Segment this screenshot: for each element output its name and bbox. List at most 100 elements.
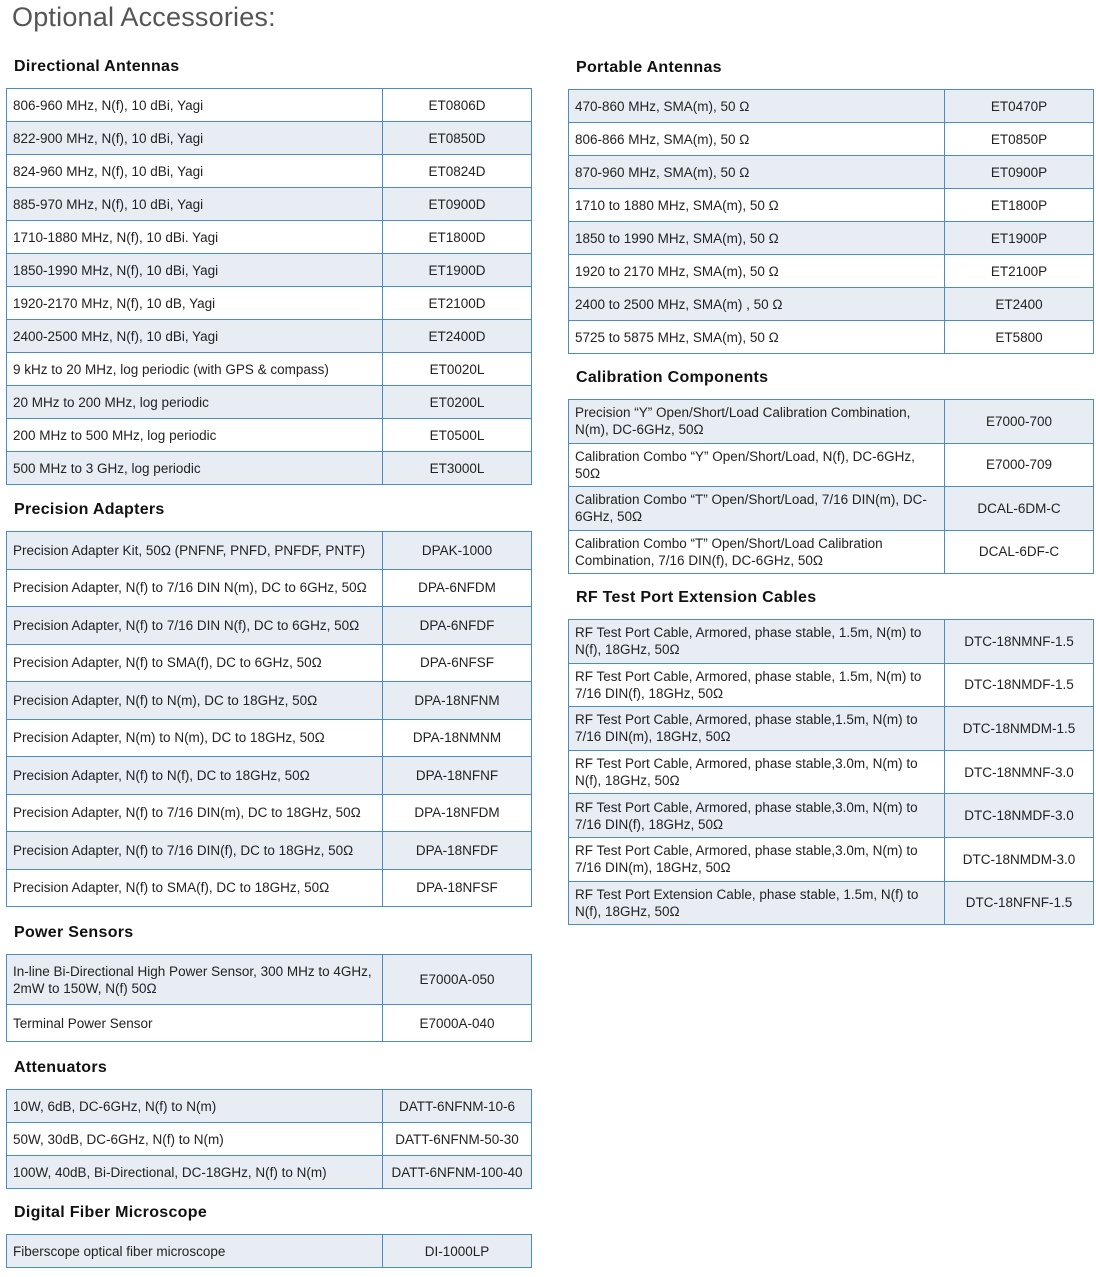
table-row: RF Test Port Cable, Armored, phase stabl… [568, 793, 1094, 838]
part-number-cell: DATT-6NFNM-10-6 [382, 1089, 532, 1123]
part-number-cell: ET0850P [944, 122, 1094, 156]
table-row: Precision Adapter, N(f) to SMA(f), DC to… [6, 643, 532, 682]
part-number-cell: ET0850D [382, 121, 532, 155]
description-cell: Precision Adapter, N(f) to SMA(f), DC to… [6, 643, 383, 682]
part-number-cell: E7000-709 [944, 442, 1094, 487]
table-row: RF Test Port Cable, Armored, phase stabl… [568, 662, 1094, 708]
section-attenuators: Attenuators 10W, 6dB, DC-6GHz, N(f) to N(… [6, 1056, 532, 1189]
part-number-cell: ET3000L [382, 451, 532, 485]
table-row: Precision Adapter Kit, 50Ω (PNFNF, PNFD,… [6, 531, 532, 570]
page-title: Optional Accessories: [12, 2, 276, 32]
section-heading: RF Test Port Extension Cables [576, 589, 817, 606]
table-row: 1850 to 1990 MHz, SMA(m), 50 Ω ET1900P [568, 221, 1094, 255]
description-cell: 100W, 40dB, Bi-Directional, DC-18GHz, N(… [6, 1155, 383, 1189]
part-number-cell: ET0900P [944, 155, 1094, 189]
section-heading: Precision Adapters [14, 501, 165, 518]
part-number-cell: DATT-6NFNM-50-30 [382, 1122, 532, 1156]
table-row: Precision Adapter, N(f) to 7/16 DIN N(f)… [6, 606, 532, 645]
accessory-table: 470-860 MHz, SMA(m), 50 Ω ET0470P 806-866 … [568, 89, 1094, 354]
table-row: 1710 to 1880 MHz, SMA(m), 50 Ω ET1800P [568, 188, 1094, 222]
description-cell: RF Test Port Cable, Armored, phase stabl… [568, 619, 945, 664]
table-row: In-line Bi-Directional High Power Sensor… [6, 954, 532, 1005]
description-cell: Precision Adapter Kit, 50Ω (PNFNF, PNFD,… [6, 531, 383, 570]
accessory-table: 806-960 MHz, N(f), 10 dBi, Yagi ET0806D 82… [6, 88, 532, 485]
table-row: 200 MHz to 500 MHz, log periodic ET0500L [6, 418, 532, 452]
description-cell: 1920 to 2170 MHz, SMA(m), 50 Ω [568, 254, 945, 288]
part-number-cell: DCAL-6DM-C [944, 486, 1094, 531]
accessory-table: Precision Adapter Kit, 50Ω (PNFNF, PNFD,… [6, 531, 532, 907]
description-cell: RF Test Port Cable, Armored, phase stabl… [568, 749, 945, 795]
section-portable-antennas: Portable Antennas 470-860 MHz, SMA(m), 50… [568, 56, 1094, 354]
section-directional-antennas: Directional Antennas 806-960 MHz, N(f), 1… [6, 55, 532, 485]
description-cell: Precision “Y” Open/Short/Load Calibratio… [568, 399, 945, 444]
description-cell: 824-960 MHz, N(f), 10 dBi, Yagi [6, 154, 383, 188]
description-cell: 1850 to 1990 MHz, SMA(m), 50 Ω [568, 221, 945, 255]
part-number-cell: ET0470P [944, 89, 1094, 123]
part-number-cell: DTC-18NMDM-3.0 [944, 836, 1094, 882]
part-number-cell: ET1900P [944, 221, 1094, 255]
table-row: 1710-1880 MHz, N(f), 10 dBi. Yagi ET1800D [6, 220, 532, 254]
part-number-cell: DPA-6NFDM [382, 568, 532, 607]
description-cell: RF Test Port Cable, Armored, phase stabl… [568, 662, 945, 708]
part-number-cell: DTC-18NFNF-1.5 [944, 880, 1094, 926]
table-row: Fiberscope optical fiber microscope DI-10… [6, 1234, 532, 1268]
accessory-table: 10W, 6dB, DC-6GHz, N(f) to N(m) DATT-6NFN… [6, 1089, 532, 1189]
table-row: 822-900 MHz, N(f), 10 dBi, Yagi ET0850D [6, 121, 532, 155]
table-row: 1920-2170 MHz, N(f), 10 dB, Yagi ET2100D [6, 286, 532, 320]
table-row: 2400 to 2500 MHz, SMA(m) , 50 Ω ET2400 [568, 287, 1094, 321]
accessory-table: Precision “Y” Open/Short/Load Calibratio… [568, 399, 1094, 574]
table-row: 9 kHz to 20 MHz, log periodic (with GPS … [6, 352, 532, 386]
description-cell: Fiberscope optical fiber microscope [6, 1234, 383, 1268]
section-heading: Digital Fiber Microscope [14, 1204, 208, 1221]
table-row: 806-960 MHz, N(f), 10 dBi, Yagi ET0806D [6, 88, 532, 122]
table-row: 470-860 MHz, SMA(m), 50 Ω ET0470P [568, 89, 1094, 123]
section-power-sensors: Power Sensors In-line Bi-Directional High… [6, 921, 532, 1042]
table-row: RF Test Port Cable, Armored, phase stabl… [568, 706, 1094, 751]
description-cell: Precision Adapter, N(f) to N(m), DC to 1… [6, 681, 383, 720]
description-cell: 2400 to 2500 MHz, SMA(m) , 50 Ω [568, 287, 945, 321]
section-heading: Power Sensors [14, 924, 134, 941]
section-heading: Attenuators [14, 1059, 108, 1076]
section-precision-adapters: Precision Adapters Precision Adapter Kit,… [6, 498, 532, 907]
description-cell: 2400-2500 MHz, N(f), 10 dBi, Yagi [6, 319, 383, 353]
part-number-cell: ET0806D [382, 88, 532, 122]
part-number-cell: DTC-18NMNF-1.5 [944, 619, 1094, 664]
description-cell: 20 MHz to 200 MHz, log periodic [6, 385, 383, 419]
accessory-table: In-line Bi-Directional High Power Sensor… [6, 954, 532, 1042]
description-cell: 1710-1880 MHz, N(f), 10 dBi. Yagi [6, 220, 383, 254]
table-row: Calibration Combo “T” Open/Short/Load Ca… [568, 529, 1094, 574]
table-row: Calibration Combo “T” Open/Short/Load, 7… [568, 486, 1094, 531]
description-cell: 50W, 30dB, DC-6GHz, N(f) to N(m) [6, 1122, 383, 1156]
table-row: Calibration Combo “Y” Open/Short/Load, N… [568, 442, 1094, 487]
table-row: Precision “Y” Open/Short/Load Calibratio… [568, 399, 1094, 444]
table-row: Precision Adapter, N(f) to N(m), DC to 1… [6, 681, 532, 720]
table-row: RF Test Port Cable, Armored, phase stabl… [568, 749, 1094, 795]
part-number-cell: DPA-18NFNF [382, 756, 532, 795]
part-number-cell: ET1800D [382, 220, 532, 254]
description-cell: Calibration Combo “Y” Open/Short/Load, N… [568, 442, 945, 487]
description-cell: 9 kHz to 20 MHz, log periodic (with GPS … [6, 352, 383, 386]
description-cell: RF Test Port Cable, Armored, phase stabl… [568, 836, 945, 882]
part-number-cell: DTC-18NMNF-3.0 [944, 749, 1094, 795]
description-cell: RF Test Port Cable, Armored, phase stabl… [568, 793, 945, 838]
part-number-cell: E7000A-040 [382, 1004, 532, 1042]
table-row: 1920 to 2170 MHz, SMA(m), 50 Ω ET2100P [568, 254, 1094, 288]
section-calibration-components: Calibration Components Precision “Y” Open… [568, 366, 1094, 574]
description-cell: 1710 to 1880 MHz, SMA(m), 50 Ω [568, 188, 945, 222]
part-number-cell: ET2400D [382, 319, 532, 353]
part-number-cell: ET0020L [382, 352, 532, 386]
description-cell: Precision Adapter, N(f) to SMA(f), DC to… [6, 868, 383, 907]
part-number-cell: ET2100D [382, 286, 532, 320]
description-cell: 500 MHz to 3 GHz, log periodic [6, 451, 383, 485]
table-row: RF Test Port Cable, Armored, phase stabl… [568, 619, 1094, 664]
table-row: Precision Adapter, N(f) to 7/16 DIN(f), … [6, 831, 532, 870]
description-cell: Terminal Power Sensor [6, 1004, 383, 1042]
part-number-cell: E7000-700 [944, 399, 1094, 444]
table-row: 5725 to 5875 MHz, SMA(m), 50 Ω ET5800 [568, 320, 1094, 354]
part-number-cell: DATT-6NFNM-100-40 [382, 1155, 532, 1189]
table-row: Precision Adapter, N(f) to N(f), DC to 1… [6, 756, 532, 795]
table-row: 885-970 MHz, N(f), 10 dBi, Yagi ET0900D [6, 187, 532, 221]
part-number-cell: DPA-18NFDF [382, 831, 532, 870]
description-cell: Precision Adapter, N(f) to 7/16 DIN(f), … [6, 831, 383, 870]
description-cell: RF Test Port Extension Cable, phase stab… [568, 880, 945, 926]
